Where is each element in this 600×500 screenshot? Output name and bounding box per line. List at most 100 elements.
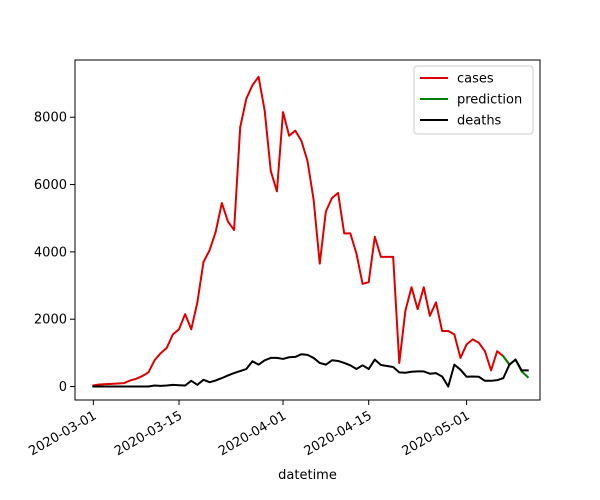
data-point-cases [331, 197, 333, 199]
data-point-cases [190, 328, 193, 331]
data-point-deaths [471, 375, 474, 378]
data-point-deaths [496, 379, 498, 381]
data-point-deaths [227, 374, 229, 377]
x-axis: 2020-03-01 2020-03-15 2020-04-01 2020-04-15… [26, 400, 473, 459]
data-point-deaths [202, 379, 205, 381]
legend-item-deaths: deaths [420, 114, 502, 129]
data-point-cases [392, 256, 394, 258]
data-point-deaths [98, 385, 101, 388]
data-point-cases [478, 341, 480, 344]
data-point-cases [484, 350, 486, 352]
data-point-cases [288, 134, 290, 137]
data-point-cases [276, 190, 278, 193]
data-point-deaths [410, 370, 413, 373]
data-point-deaths [355, 368, 358, 370]
data-point-cases [422, 286, 425, 289]
data-point-cases [349, 232, 352, 235]
data-point-cases [435, 301, 437, 304]
legend: cases prediction deaths [413, 65, 534, 135]
data-point-deaths [392, 366, 394, 368]
data-point-deaths [318, 362, 321, 364]
data-point-deaths [184, 384, 186, 387]
data-point-cases [453, 333, 456, 336]
data-point-cases [172, 333, 174, 336]
data-point-cases [386, 256, 388, 258]
data-point-deaths [294, 356, 297, 358]
data-point-cases [159, 352, 162, 355]
data-point-deaths [123, 385, 125, 388]
data-point-cases [263, 109, 266, 112]
data-point-cases [153, 359, 156, 362]
series-deaths [92, 353, 529, 388]
legend-box [413, 65, 534, 135]
legend-label-prediction: prediction [457, 93, 522, 108]
data-point-deaths [165, 384, 168, 387]
data-point-deaths [239, 370, 241, 372]
data-point-cases [227, 220, 229, 223]
data-point-deaths [380, 364, 382, 366]
data-point-deaths [484, 380, 486, 382]
data-point-cases [251, 84, 254, 87]
data-point-cases [447, 330, 450, 332]
x-tick-label: 2020-03-01 [26, 408, 99, 459]
data-point-deaths [269, 357, 272, 359]
data-point-deaths [208, 381, 211, 383]
data-point-deaths [263, 359, 266, 362]
data-point-deaths [104, 385, 107, 388]
data-point-cases [208, 249, 211, 251]
data-point-deaths [465, 375, 468, 378]
data-point-deaths [276, 357, 278, 359]
data-point-cases [98, 383, 101, 386]
data-point-deaths [300, 353, 303, 356]
data-point-deaths [288, 356, 290, 359]
x-tick-label: 2020-04-01 [216, 408, 289, 459]
legend-item-prediction: prediction [420, 93, 522, 108]
data-point-cases [110, 383, 113, 385]
data-point-deaths [141, 385, 144, 388]
data-point-deaths [233, 372, 235, 374]
data-point-cases [441, 330, 443, 332]
data-point-cases [337, 192, 339, 194]
data-point-cases [233, 229, 235, 231]
data-point-deaths [129, 385, 131, 388]
data-point-cases [202, 261, 205, 263]
data-point-cases [361, 283, 364, 285]
data-point-cases [196, 301, 199, 304]
data-point-deaths [367, 368, 370, 370]
data-point-cases [471, 338, 474, 341]
data-point-cases [306, 160, 309, 162]
data-point-deaths [478, 375, 480, 378]
y-axis: 0 2000 4000 6000 8000 [34, 111, 75, 395]
series-line-deaths [92, 353, 529, 388]
data-point-cases [325, 210, 327, 213]
data-point-cases [147, 371, 150, 374]
data-point-cases [459, 357, 462, 359]
data-point-deaths [135, 385, 137, 388]
data-point-deaths [257, 363, 260, 366]
legend-label-cases: cases [457, 72, 494, 87]
data-point-cases [257, 76, 260, 78]
data-point-deaths [404, 371, 407, 374]
data-point-deaths [435, 372, 437, 374]
x-tick-label: 2020-03-15 [112, 408, 185, 459]
data-point-deaths [190, 380, 193, 382]
data-point-deaths [214, 379, 217, 382]
data-point-deaths [153, 384, 156, 387]
data-point-deaths [282, 358, 284, 360]
data-point-deaths [159, 385, 162, 387]
data-point-cases [214, 230, 217, 233]
data-point-deaths [245, 368, 248, 370]
data-point-deaths [325, 363, 327, 366]
data-point-cases [221, 202, 223, 204]
data-point-prediction [502, 355, 505, 358]
data-point-deaths [374, 358, 376, 361]
data-point-cases [123, 382, 125, 384]
legend-label-deaths: deaths [457, 114, 502, 129]
data-point-deaths [349, 364, 352, 367]
data-point-cases [269, 170, 272, 172]
data-point-cases [404, 309, 407, 312]
data-point-cases [312, 198, 315, 201]
data-point-cases [429, 315, 431, 317]
data-point-cases [239, 126, 241, 129]
data-point-deaths [422, 370, 425, 373]
